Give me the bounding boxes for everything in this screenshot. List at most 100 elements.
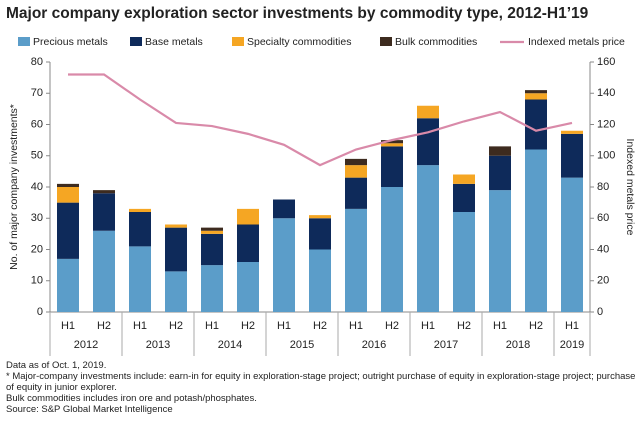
y-tick-label: 10 [31, 275, 43, 287]
bar [201, 233, 223, 266]
x-tick-label: H1 [61, 320, 75, 332]
bar [237, 208, 259, 225]
bar [525, 149, 547, 312]
bar [417, 118, 439, 166]
x-tick-label: H2 [241, 320, 255, 332]
bar [57, 258, 79, 312]
bar [93, 230, 115, 312]
bar [381, 143, 403, 147]
bar [381, 187, 403, 312]
bar [129, 208, 151, 212]
y-tick-label: 70 [31, 87, 43, 99]
x-group-label: 2015 [290, 339, 314, 351]
legend-swatch [232, 37, 244, 46]
y2-tick-label: 140 [597, 87, 615, 99]
y2-tick-label: 80 [597, 181, 609, 193]
chart: Major company exploration sector investm… [6, 5, 636, 356]
x-tick-label: H2 [97, 320, 111, 332]
x-group-label: 2017 [434, 339, 458, 351]
legend-label: Specialty commodities [247, 36, 351, 48]
x-group-label: 2018 [506, 339, 530, 351]
note: Data as of Oct. 1, 2019. [6, 360, 107, 371]
y2-tick-label: 20 [597, 275, 609, 287]
x-tick-label: H1 [277, 320, 291, 332]
bar [489, 190, 511, 312]
bar [201, 265, 223, 312]
bar [129, 212, 151, 247]
bar [273, 218, 295, 312]
chart-title: Major company exploration sector investm… [6, 5, 589, 22]
legend-swatch [380, 37, 392, 46]
legend-swatch [130, 37, 142, 46]
x-group-label: 2016 [362, 339, 386, 351]
bar [489, 155, 511, 191]
y2-tick-label: 120 [597, 118, 615, 130]
bar [165, 271, 187, 312]
bar [57, 202, 79, 259]
notes: Data as of Oct. 1, 2019. * Major-company … [6, 360, 636, 415]
y-tick-label: 20 [31, 243, 43, 255]
x-tick-label: H2 [385, 320, 399, 332]
y-tick-label: 30 [31, 212, 43, 224]
bar [201, 227, 223, 231]
x-tick-label: H1 [205, 320, 219, 332]
x-tick-label: H1 [565, 320, 579, 332]
bar [381, 146, 403, 187]
bar [309, 215, 331, 219]
x-tick-label: H1 [493, 320, 507, 332]
bar [453, 183, 475, 212]
y-tick-label: 50 [31, 150, 43, 162]
x-tick-label: H2 [529, 320, 543, 332]
bar [525, 90, 547, 94]
note: * Major-company investments include: ear… [6, 371, 636, 393]
x-tick-label: H2 [457, 320, 471, 332]
y2-tick-label: 160 [597, 56, 615, 68]
y2-tick-label: 100 [597, 150, 615, 162]
bar [129, 246, 151, 312]
note: Bulk commodities includes iron ore and p… [6, 393, 257, 404]
bar [525, 93, 547, 100]
x-group-label: 2012 [74, 339, 98, 351]
y2-tick-label: 60 [597, 212, 609, 224]
x-group-label: 2019 [560, 339, 584, 351]
bar [345, 208, 367, 312]
bar [57, 183, 79, 187]
x-tick-label: H2 [313, 320, 327, 332]
bar [417, 105, 439, 119]
bar [93, 193, 115, 231]
y-tick-label: 60 [31, 118, 43, 130]
bar [309, 249, 331, 312]
y2-tick-label: 40 [597, 243, 609, 255]
y2-axis-label: Indexed metals price [624, 139, 636, 236]
y-axis-label: No. of major company investments* [8, 104, 20, 270]
legend-label: Precious metals [33, 36, 108, 48]
x-tick-label: H1 [421, 320, 435, 332]
line-series [68, 73, 573, 167]
y-tick-label: 0 [37, 306, 43, 318]
bar [525, 99, 547, 150]
bar [453, 174, 475, 184]
x-tick-label: H2 [169, 320, 183, 332]
bar [489, 146, 511, 156]
bar [273, 199, 295, 219]
y2-tick-label: 0 [597, 306, 603, 318]
bar [561, 130, 583, 134]
bar [57, 187, 79, 203]
y-tick-label: 80 [31, 56, 43, 68]
bar [453, 212, 475, 312]
bar [345, 165, 367, 178]
legend-swatch [18, 37, 30, 46]
legend-label: Indexed metals price [528, 36, 625, 48]
bar [381, 140, 403, 144]
bar [237, 262, 259, 312]
bar [93, 190, 115, 194]
y-tick-label: 40 [31, 181, 43, 193]
bar [309, 218, 331, 250]
bar [165, 227, 187, 272]
note: Source: S&P Global Market Intelligence [6, 404, 173, 415]
x-group-label: 2014 [218, 339, 242, 351]
bar [561, 133, 583, 178]
x-tick-label: H1 [349, 320, 363, 332]
bar [417, 165, 439, 312]
